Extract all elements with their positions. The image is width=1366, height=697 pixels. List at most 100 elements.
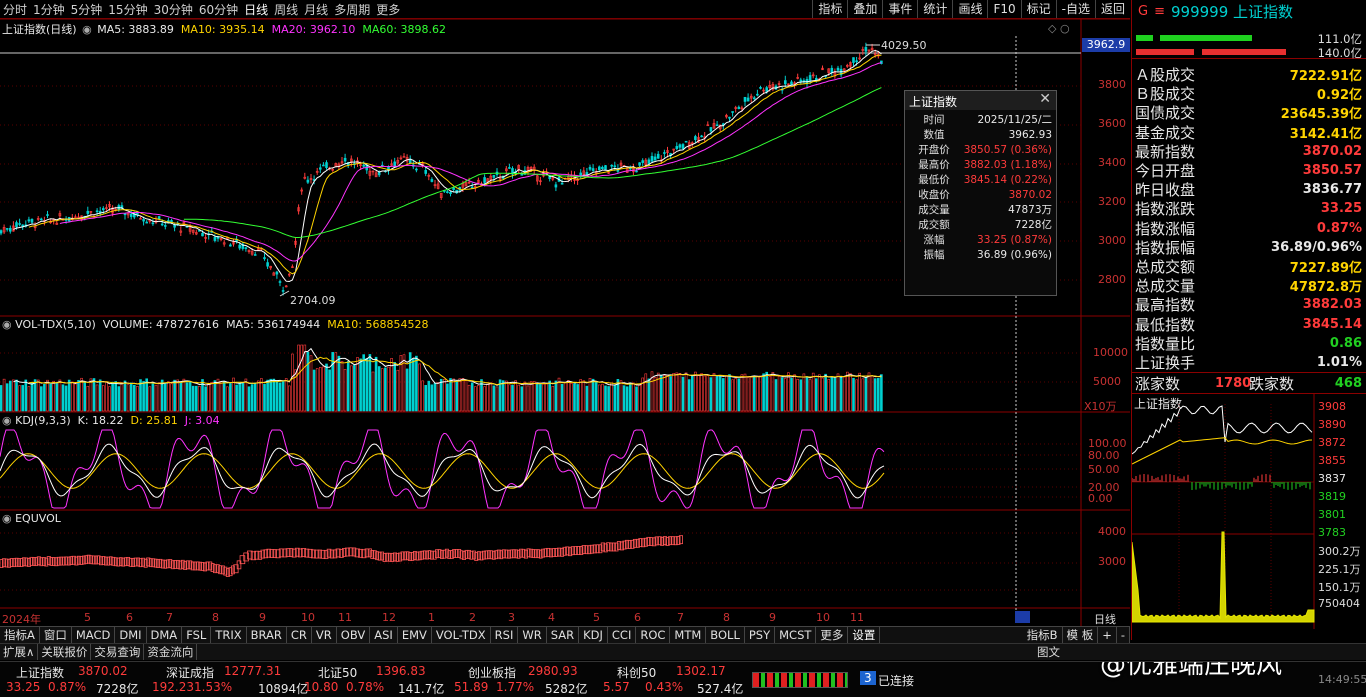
- tool-button[interactable]: 统计: [917, 0, 952, 18]
- equvol-box: [317, 549, 323, 559]
- indicator-tab[interactable]: CR: [287, 627, 312, 643]
- indicator-tab[interactable]: CCI: [608, 627, 637, 643]
- candle-body: [9, 227, 12, 232]
- period-tab[interactable]: 30分钟: [153, 2, 193, 17]
- tool-button[interactable]: 事件: [882, 0, 917, 18]
- status-index-name[interactable]: 深证成指: [166, 666, 215, 680]
- time-tick-label: 6: [634, 611, 641, 624]
- volume-bar: [489, 382, 493, 412]
- indicator-tab[interactable]: DMA: [147, 627, 183, 643]
- volume-bar: [721, 378, 725, 412]
- indicator-tab[interactable]: MCST: [775, 627, 817, 643]
- candle-body: [142, 219, 145, 222]
- indicator-tab[interactable]: EMV: [398, 627, 432, 643]
- tool-button[interactable]: 指标: [812, 0, 847, 18]
- indicator-tab-right[interactable]: 模 板: [1063, 627, 1099, 643]
- equvol-box: [304, 548, 310, 558]
- candle-body: [740, 107, 744, 110]
- period-tab[interactable]: 60分钟: [198, 2, 239, 17]
- indicator-tab[interactable]: SAR: [547, 627, 580, 643]
- volume-bar: [532, 381, 536, 412]
- tool-button[interactable]: F10: [987, 0, 1020, 18]
- menu-icon[interactable]: ≡: [1154, 4, 1165, 19]
- connection-label[interactable]: 已连接: [878, 674, 915, 688]
- dropdown-icon[interactable]: ◉: [82, 23, 92, 36]
- link-tab[interactable]: 资金流向: [144, 644, 198, 660]
- indicator-tab[interactable]: 指标A: [0, 627, 40, 643]
- indicator-tab[interactable]: KDJ: [579, 627, 608, 643]
- dropdown-icon[interactable]: ◉: [2, 512, 12, 525]
- status-index-name[interactable]: 上证指数: [16, 666, 65, 680]
- indicator-tab[interactable]: WR: [518, 627, 547, 643]
- indicator-tab[interactable]: ASI: [370, 627, 398, 643]
- indicator-tab[interactable]: 更多: [816, 627, 849, 643]
- close-icon[interactable]: ✕: [1039, 91, 1051, 107]
- tool-button[interactable]: 画线: [952, 0, 987, 18]
- period-tab[interactable]: 多周期: [334, 2, 371, 17]
- equvol-box: [250, 551, 257, 561]
- indicator-tab-right[interactable]: -: [1117, 627, 1130, 643]
- tooltip-value: 3882.03 (1.18%): [963, 159, 1052, 171]
- indicator-tab-right[interactable]: 指标B: [1023, 627, 1063, 643]
- candle-body: [737, 106, 741, 110]
- indicator-tab[interactable]: DMI: [115, 627, 147, 643]
- candle-body: [179, 230, 183, 233]
- tool-button[interactable]: 叠加: [847, 0, 882, 18]
- link-tab[interactable]: 扩展∧: [0, 644, 39, 660]
- indicator-tab[interactable]: OBV: [337, 627, 371, 643]
- equvol-box: [156, 559, 160, 568]
- tool-button[interactable]: -自选: [1055, 0, 1095, 18]
- period-tab[interactable]: 更多: [376, 2, 401, 17]
- panel-icons[interactable]: ◇ ○: [1048, 22, 1070, 35]
- indicator-tab[interactable]: RSI: [491, 627, 519, 643]
- indicator-tab[interactable]: TRIX: [211, 627, 247, 643]
- equvol-box: [427, 550, 432, 560]
- volume-bar: [852, 377, 855, 412]
- indicator-tab[interactable]: MTM: [670, 627, 707, 643]
- mini-intraday-chart[interactable]: 上证指数 3908 3890 3872 3855 3837 3819 3801 3783 300…: [1132, 393, 1366, 629]
- indicator-tab[interactable]: MACD: [72, 627, 116, 643]
- link-tab[interactable]: 关联报价: [38, 644, 92, 660]
- period-tab[interactable]: 1分钟: [33, 2, 65, 17]
- tool-button[interactable]: 标记: [1020, 0, 1056, 18]
- link-tab[interactable]: 交易查询: [91, 644, 145, 660]
- quote-value: 3142.41亿: [1289, 126, 1362, 142]
- equvol-box: [579, 546, 584, 556]
- equvol-box: [543, 548, 548, 558]
- candle-body: [36, 218, 40, 220]
- equvol-box: [297, 548, 303, 558]
- indicator-tab[interactable]: VOL-TDX: [432, 627, 491, 643]
- indicator-tab[interactable]: PSY: [745, 627, 776, 643]
- period-tab[interactable]: 15分钟: [108, 2, 148, 17]
- status-index-name[interactable]: 北证50: [318, 666, 358, 680]
- status-index-name[interactable]: 科创50: [617, 666, 657, 680]
- period-tab[interactable]: 月线: [304, 2, 329, 17]
- vol-ma10-line: [28, 356, 882, 386]
- indicator-tab[interactable]: VR: [312, 627, 337, 643]
- period-tab[interactable]: 分时: [3, 2, 28, 17]
- period-tab[interactable]: 5分钟: [70, 2, 103, 17]
- indicator-tab[interactable]: ROC: [636, 627, 671, 643]
- dropdown-icon[interactable]: ◉: [2, 318, 12, 331]
- status-index-name[interactable]: 创业板指: [468, 666, 517, 680]
- dropdown-icon[interactable]: ◉: [2, 414, 12, 427]
- volume-bar: [783, 378, 787, 412]
- equvol-box: [236, 560, 242, 570]
- period-tab[interactable]: 周线: [274, 2, 299, 17]
- period-tab[interactable]: 日线: [244, 2, 269, 17]
- indicator-tab-right[interactable]: +: [1098, 627, 1117, 643]
- indicator-tab[interactable]: BOLL: [706, 627, 745, 643]
- volume-bar: [9, 380, 12, 412]
- tool-button[interactable]: 返回: [1094, 0, 1130, 18]
- quote-value: 3882.03: [1302, 297, 1362, 313]
- mini-vol-tick: 225.1万: [1318, 563, 1361, 576]
- links-bar: 扩展∧ 关联报价 交易查询 资金流向 图文: [0, 643, 1366, 660]
- candle-body: [777, 83, 781, 85]
- equvol-box: [14, 557, 19, 567]
- indicator-tab[interactable]: FSL: [182, 627, 212, 643]
- indicator-tab[interactable]: 窗口: [40, 627, 72, 643]
- link-graphic[interactable]: 图文: [1037, 645, 1060, 659]
- indicator-tab[interactable]: 设置: [848, 627, 881, 643]
- volume-bar: [102, 385, 105, 412]
- indicator-tab[interactable]: BRAR: [247, 627, 287, 643]
